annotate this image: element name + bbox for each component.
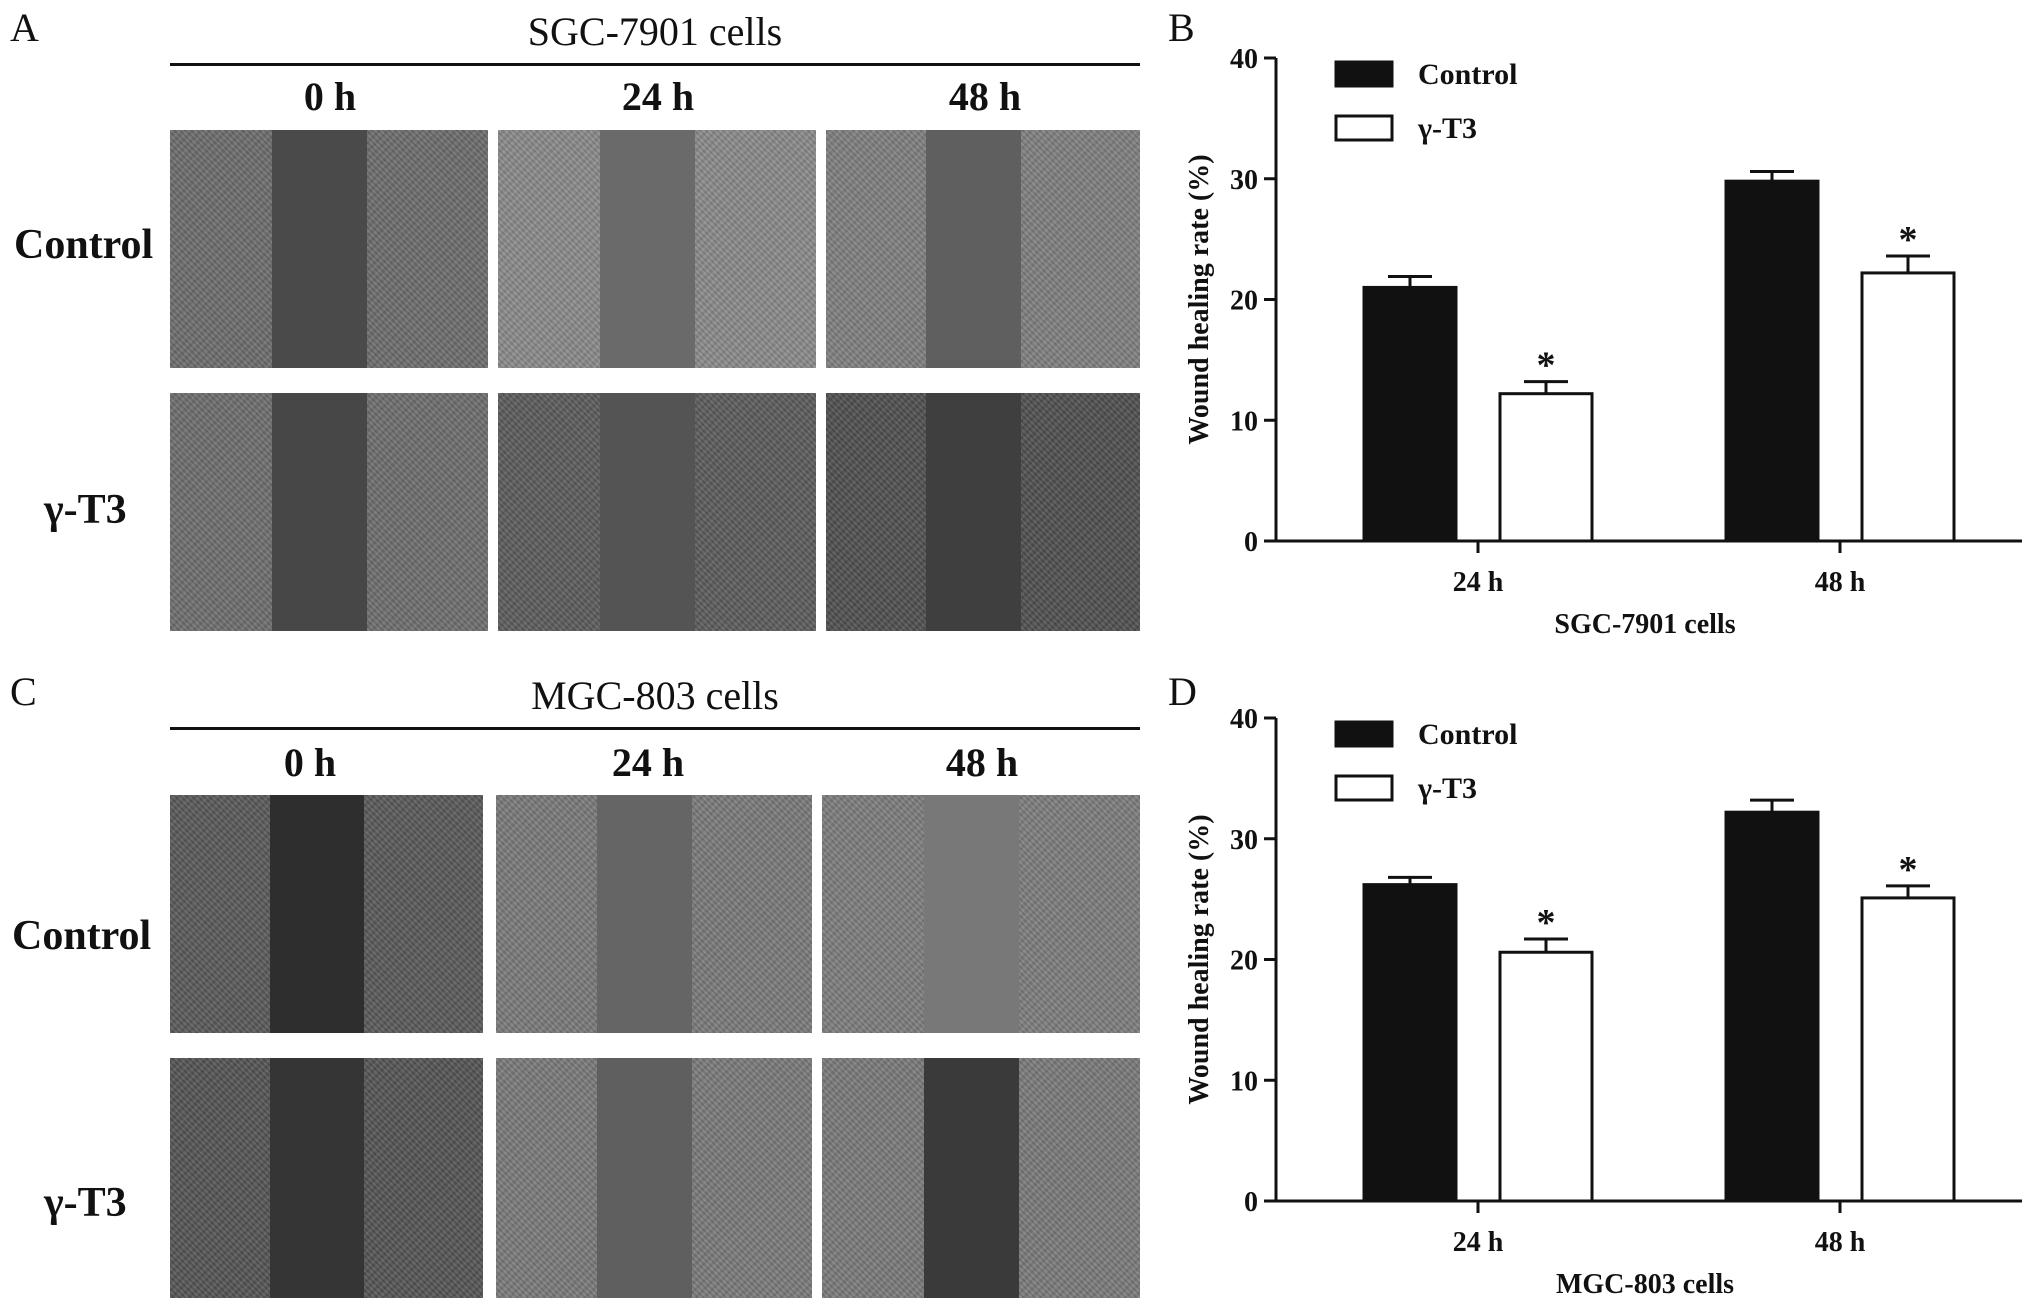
wound-gap (599, 130, 696, 368)
micrograph-c-r0-c2 (822, 795, 1140, 1033)
wound-gap (926, 130, 1021, 368)
y-tick-label: 30 (1230, 825, 1258, 856)
wound-gap (270, 1058, 365, 1298)
legend-label-gt3: γ-T3 (1417, 772, 1477, 805)
panel-c-title: MGC-803 cells (531, 673, 779, 718)
y-tick-label: 10 (1230, 406, 1258, 437)
y-tick-label: 30 (1230, 165, 1258, 196)
bar-control-48h (1724, 810, 1820, 1203)
panel-c-time-2: 48 h (945, 740, 1019, 785)
y-tick-label: 40 (1230, 44, 1258, 75)
significance-star: * (1899, 849, 1918, 891)
panel-a-row-label-gt3: γ-T3 (44, 487, 127, 533)
wound-gap (271, 393, 368, 631)
legend-swatch-gt3 (1334, 774, 1394, 802)
wound-gap (599, 393, 696, 631)
y-tick-label: 0 (1244, 1187, 1258, 1218)
micrograph-c-r1-c2 (822, 1058, 1140, 1298)
wound-gap (597, 795, 692, 1033)
panel-c-row-label-gt3: γ-T3 (44, 1180, 127, 1226)
bar-gt3-24h (1498, 392, 1594, 543)
wound-gap (926, 393, 1021, 631)
x-tick-label: 24 h (1453, 1227, 1504, 1258)
panel-a-time-1: 24 h (621, 74, 695, 119)
wound-gap (923, 795, 1020, 1033)
y-tick-label: 20 (1230, 286, 1258, 317)
micrograph-c-r1-c1 (496, 1058, 812, 1298)
wound-gap (270, 795, 365, 1033)
x-tick-label: 48 h (1815, 1227, 1866, 1258)
panel-a-title-rule (170, 63, 1140, 66)
panel-c-time-0: 0 h (283, 740, 337, 785)
bar-chart-d: 0 10 20 30 40 Wound healing rate (%) 24 h * 48 h… (1184, 704, 2022, 1300)
x-tick-label: 24 h (1453, 567, 1504, 598)
bar-control-24h (1362, 883, 1458, 1203)
x-axis-label: SGC-7901 cells (1554, 609, 1735, 640)
wound-gap (271, 130, 368, 368)
panel-letter-b: B (1168, 5, 1195, 50)
bar-control-24h (1362, 285, 1458, 543)
wound-gap (923, 1058, 1020, 1298)
panel-letter-c: C (10, 669, 37, 714)
x-tick-label: 48 h (1815, 567, 1866, 598)
legend-label-gt3: γ-T3 (1417, 112, 1477, 145)
bar-gt3-48h (1860, 896, 1956, 1203)
legend-swatch-gt3 (1334, 114, 1394, 142)
micrograph-a-r0-c1 (498, 130, 816, 368)
micrograph-a-r1-c2 (826, 393, 1140, 631)
significance-star: * (1899, 219, 1918, 261)
micrograph-c-r0-c0 (170, 795, 483, 1033)
micrograph-a-r0-c0 (170, 130, 488, 368)
x-axis-label: MGC-803 cells (1556, 1269, 1734, 1300)
significance-star: * (1537, 902, 1556, 944)
y-axis-label: Wound healing rate (%) (1184, 814, 1215, 1104)
panel-a-row-label-control: Control (14, 222, 154, 268)
micrograph-a-r1-c0 (170, 393, 488, 631)
micrograph-c-r0-c1 (496, 795, 812, 1033)
legend-label-control: Control (1418, 58, 1517, 91)
bar-chart-b: 0 10 20 30 40 Wound healing rate (%) 24 h * 48 h… (1184, 44, 2022, 640)
legend-swatch-control (1334, 60, 1394, 88)
legend-swatch-control (1334, 720, 1394, 748)
panel-a-time-0: 0 h (303, 74, 357, 119)
bar-control-48h (1724, 179, 1820, 543)
bar-gt3-48h (1860, 271, 1956, 543)
micrograph-a-r0-c2 (826, 130, 1140, 368)
panel-c-row-label-control: Control (12, 913, 152, 959)
wound-gap (597, 1058, 692, 1298)
legend-label-control: Control (1418, 718, 1517, 751)
panel-letter-d: D (1168, 669, 1197, 714)
bar-gt3-24h (1498, 950, 1594, 1203)
micrograph-c-r1-c0 (170, 1058, 483, 1298)
panel-letter-a: A (10, 5, 39, 50)
panel-a-time-2: 48 h (948, 74, 1022, 119)
micrograph-a-r1-c1 (498, 393, 816, 631)
panel-a-title: SGC-7901 cells (527, 9, 783, 54)
y-axis-label: Wound healing rate (%) (1184, 154, 1215, 444)
panel-c-time-1: 24 h (611, 740, 685, 785)
y-tick-label: 10 (1230, 1066, 1258, 1097)
panel-c-title-rule (170, 727, 1140, 730)
y-tick-label: 20 (1230, 946, 1258, 977)
y-tick-label: 40 (1230, 704, 1258, 735)
y-tick-label: 0 (1244, 527, 1258, 558)
significance-star: * (1537, 345, 1556, 387)
